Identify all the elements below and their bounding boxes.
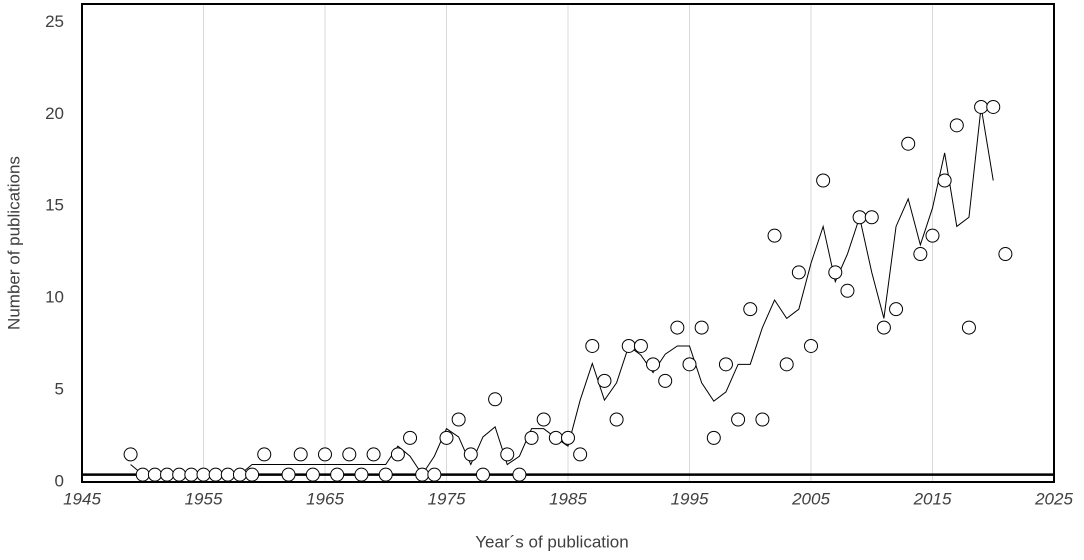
data-point <box>354 467 369 482</box>
data-point <box>415 467 430 482</box>
data-point <box>500 447 515 462</box>
data-point <box>767 228 782 243</box>
data-point <box>876 320 891 335</box>
y-tick-label: 0 <box>55 471 64 490</box>
data-point <box>804 338 818 353</box>
data-point <box>293 447 308 462</box>
data-point <box>451 412 466 427</box>
x-tick-label: 1945 <box>63 489 101 508</box>
data-point <box>342 447 357 462</box>
data-point <box>949 118 964 133</box>
data-point <box>147 467 162 482</box>
data-point <box>731 412 746 427</box>
data-point <box>646 357 661 372</box>
data-point <box>160 467 175 482</box>
data-point <box>889 302 904 317</box>
data-point <box>524 430 539 445</box>
data-point <box>670 320 685 335</box>
data-point <box>135 467 150 482</box>
x-tick-label: 2015 <box>913 489 952 508</box>
data-point <box>488 392 503 407</box>
data-point <box>403 430 418 445</box>
data-point <box>548 430 563 445</box>
data-point <box>232 467 247 482</box>
data-point <box>196 467 211 482</box>
data-point <box>779 357 794 372</box>
data-point <box>621 338 636 353</box>
data-point <box>475 467 490 482</box>
data-point <box>609 412 624 427</box>
data-point <box>718 357 733 372</box>
data-point <box>172 467 187 482</box>
data-point <box>974 99 989 114</box>
data-point <box>281 467 296 482</box>
data-point <box>864 210 879 225</box>
data-point <box>536 412 551 427</box>
data-point <box>998 247 1013 262</box>
data-point <box>366 447 381 462</box>
data-point <box>512 467 527 482</box>
data-point <box>585 338 600 353</box>
data-point <box>913 247 928 262</box>
data-point <box>706 430 721 445</box>
y-tick-label: 20 <box>45 104 64 123</box>
data-point <box>330 467 345 482</box>
data-point <box>390 447 405 462</box>
data-point <box>755 412 770 427</box>
data-point <box>925 228 940 243</box>
data-point <box>318 447 332 462</box>
data-point <box>184 467 199 482</box>
x-tick-label: 1995 <box>671 489 709 508</box>
x-tick-label: 1985 <box>549 489 587 508</box>
x-tick-label: 1975 <box>428 489 466 508</box>
moving-average-line <box>130 106 994 476</box>
data-point <box>791 265 806 280</box>
x-axis-label: Year´s of publication <box>475 532 628 551</box>
data-point <box>961 320 976 335</box>
x-tick-label: 1955 <box>185 489 223 508</box>
data-point <box>561 430 575 445</box>
y-tick-label: 15 <box>45 196 64 215</box>
data-point <box>123 447 138 462</box>
data-point <box>220 467 235 482</box>
data-point <box>682 357 697 372</box>
y-tick-label: 25 <box>45 12 64 31</box>
data-point <box>305 467 320 482</box>
x-tick-label: 2025 <box>1034 489 1073 508</box>
data-point <box>597 373 612 388</box>
x-tick-label: 2005 <box>791 489 830 508</box>
data-point <box>986 99 1001 114</box>
data-point <box>573 447 588 462</box>
x-tick-label: 1965 <box>306 489 344 508</box>
data-point <box>439 430 454 445</box>
data-point <box>694 320 709 335</box>
data-point <box>245 467 260 482</box>
data-point <box>427 467 442 482</box>
data-point <box>463 447 478 462</box>
data-point <box>208 467 223 482</box>
data-point <box>743 302 758 317</box>
data-point <box>378 467 393 482</box>
data-point <box>828 265 843 280</box>
data-point <box>840 283 855 298</box>
data-point <box>901 136 916 151</box>
y-tick-label: 5 <box>55 380 64 399</box>
data-point <box>852 210 867 225</box>
y-axis-label: Number of publications <box>4 156 23 330</box>
data-point <box>633 338 648 353</box>
plot-frame <box>81 3 1055 483</box>
data-point <box>937 173 952 188</box>
data-point <box>816 173 831 188</box>
data-point <box>658 373 673 388</box>
y-tick-label: 10 <box>45 288 64 307</box>
data-point <box>257 447 272 462</box>
